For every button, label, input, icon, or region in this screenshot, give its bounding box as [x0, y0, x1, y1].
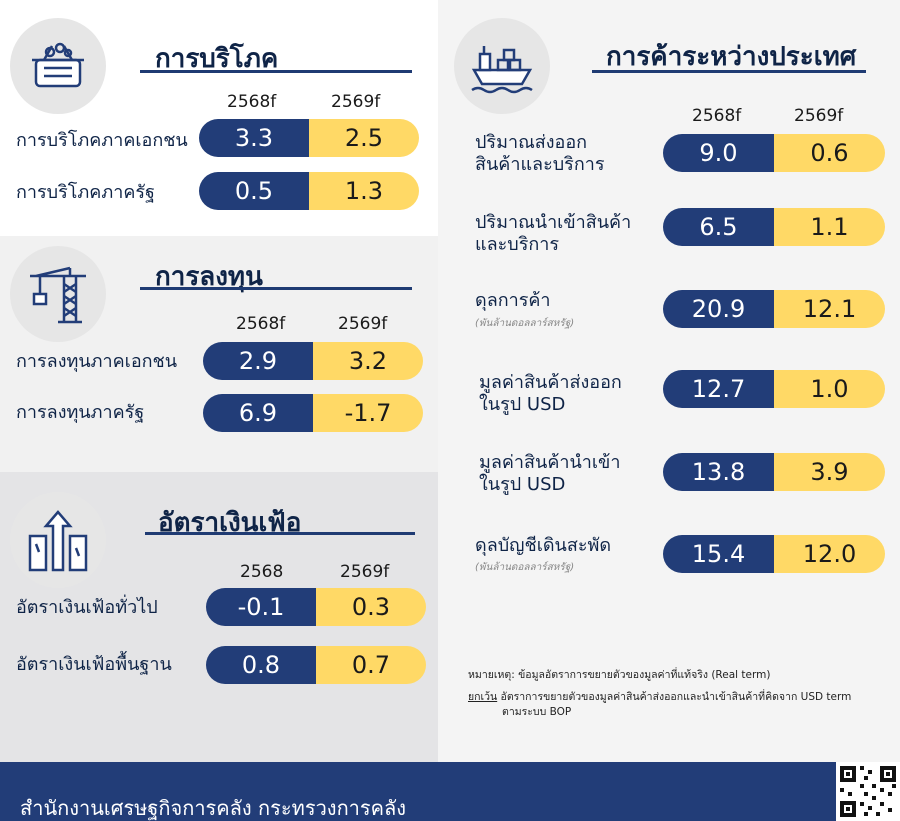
value-2568: 15.4	[663, 535, 774, 573]
row-label: อัตราเงินเฟ้อทั่วไป	[16, 597, 158, 618]
value-2569: 2.5	[309, 119, 419, 157]
value-2568: 3.3	[199, 119, 309, 157]
year-header-1: 2568f	[692, 106, 742, 126]
title-underline	[145, 532, 415, 535]
unit-note: (พันล้านดอลลาร์สหรัฐ)	[475, 562, 575, 573]
value-2569: -1.7	[313, 394, 423, 432]
value-2569: 3.2	[313, 342, 423, 380]
cargo-ship-icon	[454, 18, 550, 114]
crane-icon	[10, 246, 106, 342]
title-underline	[140, 70, 412, 73]
investment-title: การลงทุน	[155, 262, 263, 292]
value-2569: 3.9	[774, 453, 885, 491]
unit-note: (พันล้านดอลลาร์สหรัฐ)	[475, 318, 575, 329]
basket-icon	[10, 18, 106, 114]
row-label-line: สินค้าและบริการ	[475, 153, 605, 175]
row-label-line: และบริการ	[475, 233, 560, 255]
year-header-1: 2568	[240, 562, 284, 582]
year-header-2: 2569f	[331, 92, 381, 112]
row-label: การลงทุนภาครัฐ	[16, 402, 145, 423]
row-label: การบริโภคภาครัฐ	[16, 182, 155, 203]
year-header-2: 2569f	[794, 106, 844, 126]
row-label: อัตราเงินเฟ้อพื้นฐาน	[16, 654, 172, 675]
value-pill: 2.9 3.2	[203, 342, 423, 380]
year-header-2: 2569f	[338, 314, 388, 334]
year-header-1: 2568f	[227, 92, 277, 112]
value-pill: 6.5 1.1	[663, 208, 885, 246]
value-2568: 0.5	[199, 172, 309, 210]
row-label-line: ปริมาณส่งออก	[475, 132, 588, 153]
value-2568: 6.5	[663, 208, 774, 246]
inflation-arrow-icon	[10, 492, 106, 588]
value-pill: 20.9 12.1	[663, 290, 885, 328]
note-text: อัตราการขยายตัวของมูลค่าสินค้าส่งออกและน…	[497, 691, 852, 703]
investment-panel: การลงทุน 2568f 2569f การลงทุนภาคเอกชน 2.…	[0, 236, 438, 472]
row-label: มูลค่าสินค้าส่งออก ในรูป USD	[479, 372, 622, 415]
note-line-2: ยกเว้น อัตราการขยายตัวของมูลค่าสินค้าส่ง…	[468, 690, 851, 705]
value-pill: 15.4 12.0	[663, 535, 885, 573]
year-header-2: 2569f	[340, 562, 390, 582]
row-label: ปริมาณนำเข้าสินค้า และบริการ	[475, 212, 631, 255]
row-label-line: มูลค่าสินค้านำเข้า	[479, 452, 621, 473]
row-label-line: ปริมาณนำเข้าสินค้า	[475, 212, 632, 233]
note-prefix: ยกเว้น	[468, 691, 498, 703]
value-2568: 12.7	[663, 370, 774, 408]
row-label-line: ในรูป USD	[479, 393, 566, 415]
consumption-panel: การบริโภค 2568f 2569f การบริโภคภาคเอกชน …	[0, 0, 438, 236]
value-2568: 20.9	[663, 290, 774, 328]
trade-title: การค้าระหว่างประเทศ	[606, 42, 857, 72]
row-label-line: มูลค่าสินค้าส่งออก	[479, 372, 622, 393]
value-pill: 6.9 -1.7	[203, 394, 423, 432]
value-pill: 13.8 3.9	[663, 453, 885, 491]
value-2568: 2.9	[203, 342, 313, 380]
row-label: มูลค่าสินค้านำเข้า ในรูป USD	[479, 452, 620, 495]
inflation-title: อัตราเงินเฟ้อ	[158, 508, 302, 538]
value-pill: -0.1 0.3	[206, 588, 426, 626]
footer-bar: สำนักงานเศรษฐกิจการคลัง กระทรวงการคลัง	[0, 762, 900, 821]
value-2569: 1.0	[774, 370, 885, 408]
value-pill: 3.3 2.5	[199, 119, 419, 157]
note-line-3: ตามระบบ BOP	[502, 706, 572, 718]
qr-code-icon	[836, 762, 900, 821]
value-2568: 6.9	[203, 394, 313, 432]
title-underline	[140, 287, 412, 290]
value-2569: 1.1	[774, 208, 885, 246]
trade-panel: การค้าระหว่างประเทศ 2568f 2569f ปริมาณส่…	[438, 0, 900, 762]
title-underline	[592, 70, 866, 73]
row-label: การลงทุนภาคเอกชน	[16, 351, 178, 372]
inflation-panel: อัตราเงินเฟ้อ 2568 2569f อัตราเงินเฟ้อทั…	[0, 472, 438, 762]
year-header-1: 2568f	[236, 314, 286, 334]
value-pill: 9.0 0.6	[663, 134, 885, 172]
value-2569: 12.1	[774, 290, 885, 328]
row-label: ปริมาณส่งออก สินค้าและบริการ	[475, 132, 605, 175]
value-2569: 1.3	[309, 172, 419, 210]
value-2568: 13.8	[663, 453, 774, 491]
value-2568: 0.8	[206, 646, 316, 684]
value-2569: 12.0	[774, 535, 885, 573]
value-2568: 9.0	[663, 134, 774, 172]
row-label: การบริโภคภาคเอกชน	[16, 130, 188, 151]
value-pill: 0.8 0.7	[206, 646, 426, 684]
value-2569: 0.6	[774, 134, 885, 172]
value-2569: 0.3	[316, 588, 426, 626]
value-2568: -0.1	[206, 588, 316, 626]
value-pill: 12.7 1.0	[663, 370, 885, 408]
organization-name: สำนักงานเศรษฐกิจการคลัง กระทรวงการคลัง	[20, 796, 407, 820]
row-label-line: ในรูป USD	[479, 473, 566, 495]
row-label: ดุลบัญชีเดินสะพัด	[475, 535, 612, 556]
note-line-1: หมายเหตุ: ข้อมูลอัตราการขยายตัวของมูลค่า…	[468, 669, 771, 681]
consumption-title: การบริโภค	[155, 44, 279, 74]
value-pill: 0.5 1.3	[199, 172, 419, 210]
value-2569: 0.7	[316, 646, 426, 684]
row-label: ดุลการค้า	[475, 290, 551, 311]
